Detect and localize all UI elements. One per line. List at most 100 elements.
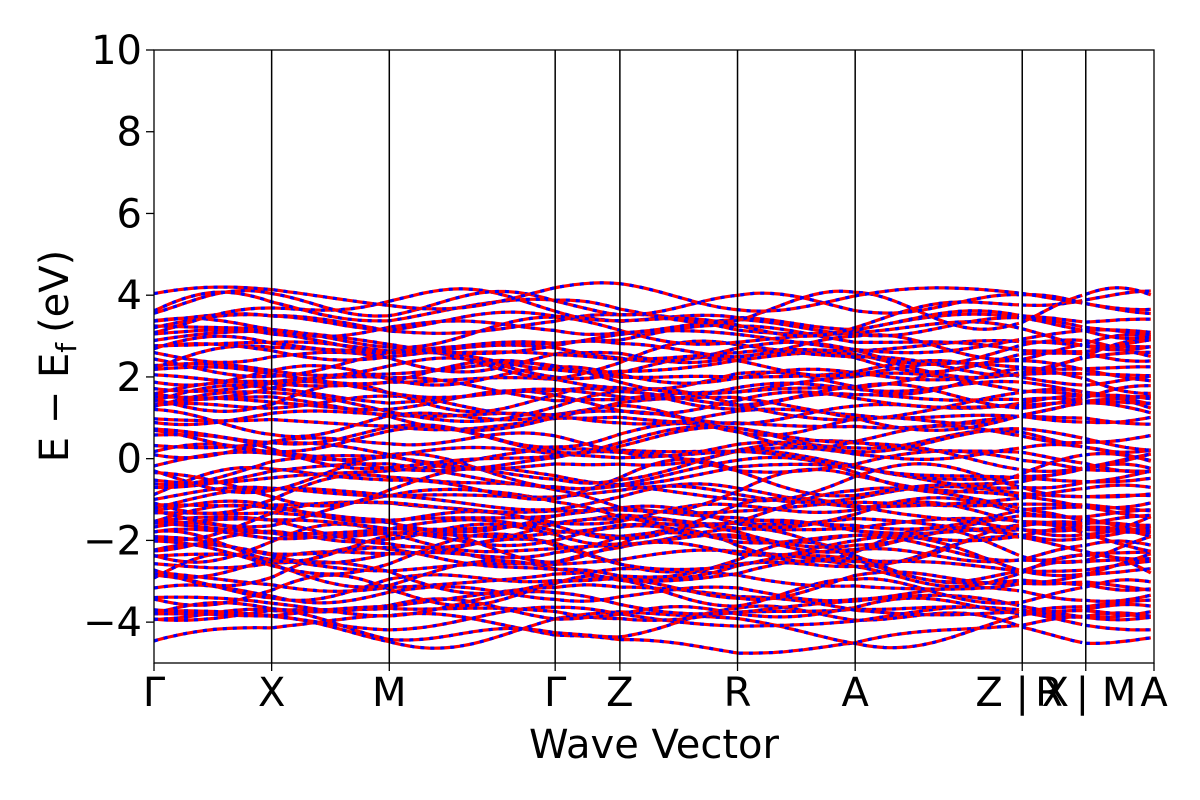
- band-line-dash: [1085, 609, 1151, 619]
- band-line-dash: [1021, 589, 1083, 602]
- band-line-dash: [154, 414, 1020, 432]
- band-line-dash: [1022, 521, 1083, 526]
- x-tick-label: R: [724, 670, 752, 716]
- x-axis-title: Wave Vector: [529, 722, 780, 768]
- band-line: [154, 364, 1020, 387]
- y-axis-title-unit: (eV): [32, 250, 78, 333]
- y-axis-ticks: 10 8 6 4 2 0 −2 −4: [83, 28, 154, 646]
- band-line-dash: [1022, 467, 1083, 478]
- band-line-dash: [1022, 415, 1083, 424]
- band-line-dash: [1085, 352, 1151, 363]
- band-line-dash: [1021, 605, 1083, 614]
- band-line-dash: [1085, 550, 1151, 556]
- band-line-dash: [1021, 430, 1083, 449]
- band-line-dash: [1022, 359, 1083, 371]
- band-line-dash: [1021, 528, 1083, 538]
- band-line-dash: [154, 535, 1020, 580]
- band-line: [154, 340, 1020, 366]
- high-symmetry-lines: [270, 50, 1087, 663]
- band-line: [154, 323, 1020, 355]
- band-line-dash: [154, 516, 1020, 539]
- band-line-dash: [1021, 450, 1083, 465]
- band-line: [154, 486, 1020, 529]
- band-line-dash: [1085, 433, 1152, 444]
- x-tick-label: Z | X: [975, 670, 1069, 716]
- x-tick-label: X: [258, 670, 285, 716]
- band-line-dash: [1022, 427, 1083, 440]
- band-line-dash: [1021, 485, 1083, 499]
- band-line-dash: [154, 496, 1020, 542]
- band-line-dash: [1085, 567, 1151, 577]
- band-line-dash: [1085, 329, 1151, 341]
- band-line-dash: [1085, 372, 1151, 378]
- y-tick-label: 8: [117, 110, 142, 156]
- y-tick-label: 4: [117, 273, 142, 319]
- band-line-dash: [1022, 476, 1083, 484]
- band-line-dash: [1085, 325, 1151, 337]
- band-line-dash: [1085, 445, 1151, 454]
- band-line-dash: [1085, 286, 1152, 297]
- y-axis-title: E − Ef (eV): [32, 250, 83, 463]
- band-line-dash: [1085, 415, 1152, 425]
- x-tick-label: Γ: [544, 670, 567, 716]
- y-tick-label: 0: [117, 437, 142, 483]
- band-line: [154, 316, 1019, 338]
- band-line-dash: [154, 573, 1020, 608]
- band-line-dash: [1021, 293, 1083, 324]
- band-line-dash: [1085, 452, 1152, 470]
- band-line-dash: [1085, 636, 1152, 645]
- band-line-dash: [1085, 302, 1151, 312]
- band-line-dash: [1021, 355, 1083, 377]
- band-line-dash: [1085, 527, 1151, 535]
- band-line-dash: [154, 287, 1020, 338]
- band-line: [154, 281, 1020, 313]
- band-line: [154, 452, 1020, 495]
- band-line-dash: [1022, 466, 1083, 474]
- y-tick-label: 2: [117, 355, 142, 401]
- band-line-dash: [1085, 374, 1152, 387]
- x-tick-label: A: [1140, 670, 1168, 716]
- band-line-dash: [1021, 625, 1083, 645]
- band-line-dash: [1085, 558, 1151, 564]
- band-line-dash: [1022, 495, 1083, 509]
- band-line-dash: [1021, 327, 1083, 347]
- band-line-dash: [1085, 508, 1151, 519]
- band-line-dash: [154, 467, 1020, 516]
- band-line-dash: [1085, 524, 1152, 540]
- x-tick-label: Γ: [143, 670, 166, 716]
- band-line-dash: [1022, 458, 1083, 471]
- band-line-dash: [1022, 481, 1083, 490]
- band-line-dash: [1021, 291, 1083, 305]
- band-line-dash: [1085, 476, 1151, 484]
- band-line: [154, 596, 1020, 621]
- band-line-dash: [1022, 578, 1083, 587]
- band-line: [154, 389, 1020, 416]
- band-line-dash: [154, 367, 1020, 396]
- bands-layer: [154, 281, 1152, 655]
- band-line-dash: [1085, 610, 1152, 619]
- x-tick-label: Z: [606, 670, 633, 716]
- band-line: [154, 394, 1020, 426]
- band-line-dash: [154, 484, 1020, 504]
- band-line-dash: [1085, 492, 1151, 499]
- band-line-dash: [1085, 365, 1151, 371]
- band-line-dash: [1085, 333, 1152, 346]
- band-line-dash: [1085, 400, 1151, 405]
- y-tick-label: −2: [83, 518, 142, 564]
- band-line-dash: [1085, 515, 1152, 536]
- band-line-dash: [1085, 289, 1151, 302]
- x-tick-label: M: [372, 670, 407, 716]
- band-line-dash: [1085, 337, 1151, 358]
- band-line-dash: [154, 522, 1020, 564]
- plot-frame: [153, 49, 1155, 664]
- band-line-dash: [1021, 569, 1083, 578]
- band-line-dash: [1021, 604, 1083, 619]
- band-line-dash: [1021, 555, 1083, 564]
- band-line-dash: [1021, 329, 1083, 341]
- band-line-dash: [1021, 586, 1083, 604]
- x-tick-label: R | M: [1035, 670, 1136, 716]
- band-line-dash: [1085, 317, 1151, 324]
- band-line-dash: [154, 421, 1020, 450]
